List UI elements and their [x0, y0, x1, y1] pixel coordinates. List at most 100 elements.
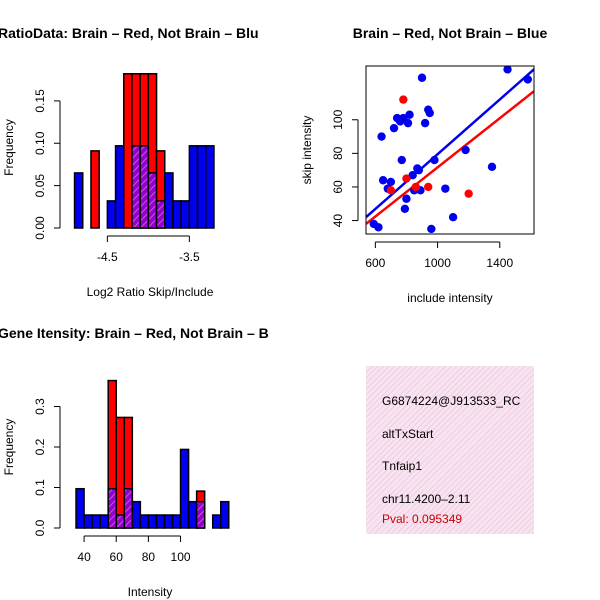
bar-not-brain [211, 514, 222, 529]
bar-brain [90, 150, 100, 229]
point-not-brain [374, 223, 383, 232]
x-axis-label: Log2 Ratio Skip/Include [87, 285, 214, 299]
y-tick-label: 80 [331, 146, 345, 160]
point-not-brain [420, 118, 430, 128]
chart-title: Brain – Red, Not Brain – Blue [353, 25, 548, 41]
bar-not-brain [139, 514, 150, 529]
point-not-brain [414, 165, 424, 175]
y-axis-label: Frequency [2, 419, 16, 476]
event-type: altTxStart [382, 427, 434, 441]
bar-not-brain [180, 200, 191, 229]
bar-overlap [147, 172, 158, 229]
fit-line-brain [366, 90, 534, 225]
y-tick-label: 0.0 [33, 519, 47, 536]
plot-frame [365, 65, 535, 235]
bar-not-brain [188, 145, 199, 229]
info-panel: G6874224@J913533_RC altTxStart Tnfaip1 c… [366, 366, 534, 534]
point-not-brain [402, 194, 411, 203]
x-tick-label: -3.5 [179, 250, 200, 264]
y-axis-label: Frequency [2, 119, 16, 176]
point-not-brain [448, 213, 458, 222]
point-brain [424, 182, 433, 192]
bar-not-brain [196, 145, 207, 229]
bar-not-brain [172, 200, 182, 229]
y-axis-label: skip intensity [300, 116, 314, 185]
point-not-brain [417, 73, 427, 82]
point-not-brain [389, 123, 399, 133]
bar-overlap [155, 200, 166, 229]
bar-not-brain [131, 500, 142, 529]
x-axis-label: include intensity [407, 291, 492, 305]
bar-not-brain [155, 514, 166, 529]
x-tick-label: 600 [365, 256, 385, 270]
chart-title: RatioData: Brain – Red, Not Brain – Blu [0, 25, 259, 41]
bar-brain [123, 73, 133, 229]
bar-overlap [195, 500, 206, 529]
bar-not-brain [163, 514, 174, 529]
x-axis-label: Intensity [128, 585, 173, 599]
x-tick-label: 1000 [424, 256, 451, 270]
point-not-brain [397, 155, 406, 165]
bar-not-brain [164, 172, 174, 229]
x-tick-label: 100 [171, 550, 191, 564]
bar-overlap [107, 487, 117, 529]
y-tick-label: 0.10 [33, 131, 47, 155]
x-tick-label: 80 [142, 550, 156, 564]
bar-overlap [131, 145, 141, 229]
y-tick-label: 100 [331, 109, 345, 129]
point-not-brain [386, 177, 396, 187]
point-brain [399, 95, 408, 104]
bar-overlap [123, 487, 134, 529]
point-not-brain [461, 145, 470, 155]
y-tick-label: 40 [331, 214, 345, 228]
chart-title: Gene Itensity: Brain – Red, Not Brain – … [0, 325, 269, 341]
point-not-brain [427, 224, 436, 234]
bar-not-brain [83, 514, 93, 529]
bar-not-brain [91, 514, 101, 529]
bar-not-brain [205, 145, 215, 229]
point-not-brain [430, 155, 439, 165]
point-not-brain [523, 75, 532, 84]
point-not-brain [377, 132, 386, 141]
bar-overlap [115, 514, 126, 529]
x-tick-label: 1400 [486, 256, 513, 270]
plot-area [366, 66, 534, 234]
bar-not-brain [219, 500, 230, 529]
x-tick-label: 40 [77, 550, 91, 564]
point-not-brain [503, 66, 512, 74]
x-tick-label: 60 [110, 550, 124, 564]
bar-not-brain [171, 514, 182, 529]
point-brain [464, 189, 473, 198]
ratio-histogram: RatioData: Brain – Red, Not Brain – Blu -… [0, 25, 259, 299]
point-brain [402, 174, 411, 183]
point-brain [386, 186, 396, 195]
bar-brain [115, 416, 126, 529]
bar-not-brain [179, 448, 190, 529]
point-brain [411, 182, 420, 192]
intensity-scatter: Brain – Red, Not Brain – Blue 600 1000 1400… [300, 25, 547, 305]
point-not-brain [425, 108, 434, 118]
point-not-brain [400, 204, 410, 213]
gene-intensity-histogram: Gene Itensity: Brain – Red, Not Brain – … [0, 325, 269, 599]
y-tick-label: 0.15 [33, 89, 47, 113]
point-not-brain [378, 176, 388, 185]
bar-not-brain [73, 172, 84, 229]
point-not-brain [487, 162, 497, 171]
bar-not-brain [106, 200, 117, 229]
y-tick-label: 0.2 [33, 438, 47, 455]
bar-not-brain [147, 514, 158, 529]
point-not-brain [441, 184, 450, 193]
bar-not-brain [75, 487, 85, 529]
probe-id: G6874224@J913533_RC [382, 394, 521, 408]
gene-name: Tnfaip1 [382, 459, 423, 473]
y-tick-label: 60 [331, 180, 345, 194]
point-not-brain [403, 118, 413, 128]
bar-not-brain [187, 500, 198, 529]
x-tick-label: -4.5 [97, 250, 118, 264]
y-tick-label: 0.1 [33, 479, 47, 496]
genomic-location: chr11.4200–2.11 [382, 492, 471, 506]
y-tick-label: 0.3 [33, 398, 47, 415]
point-not-brain [405, 110, 414, 119]
bar-not-brain [99, 514, 109, 529]
